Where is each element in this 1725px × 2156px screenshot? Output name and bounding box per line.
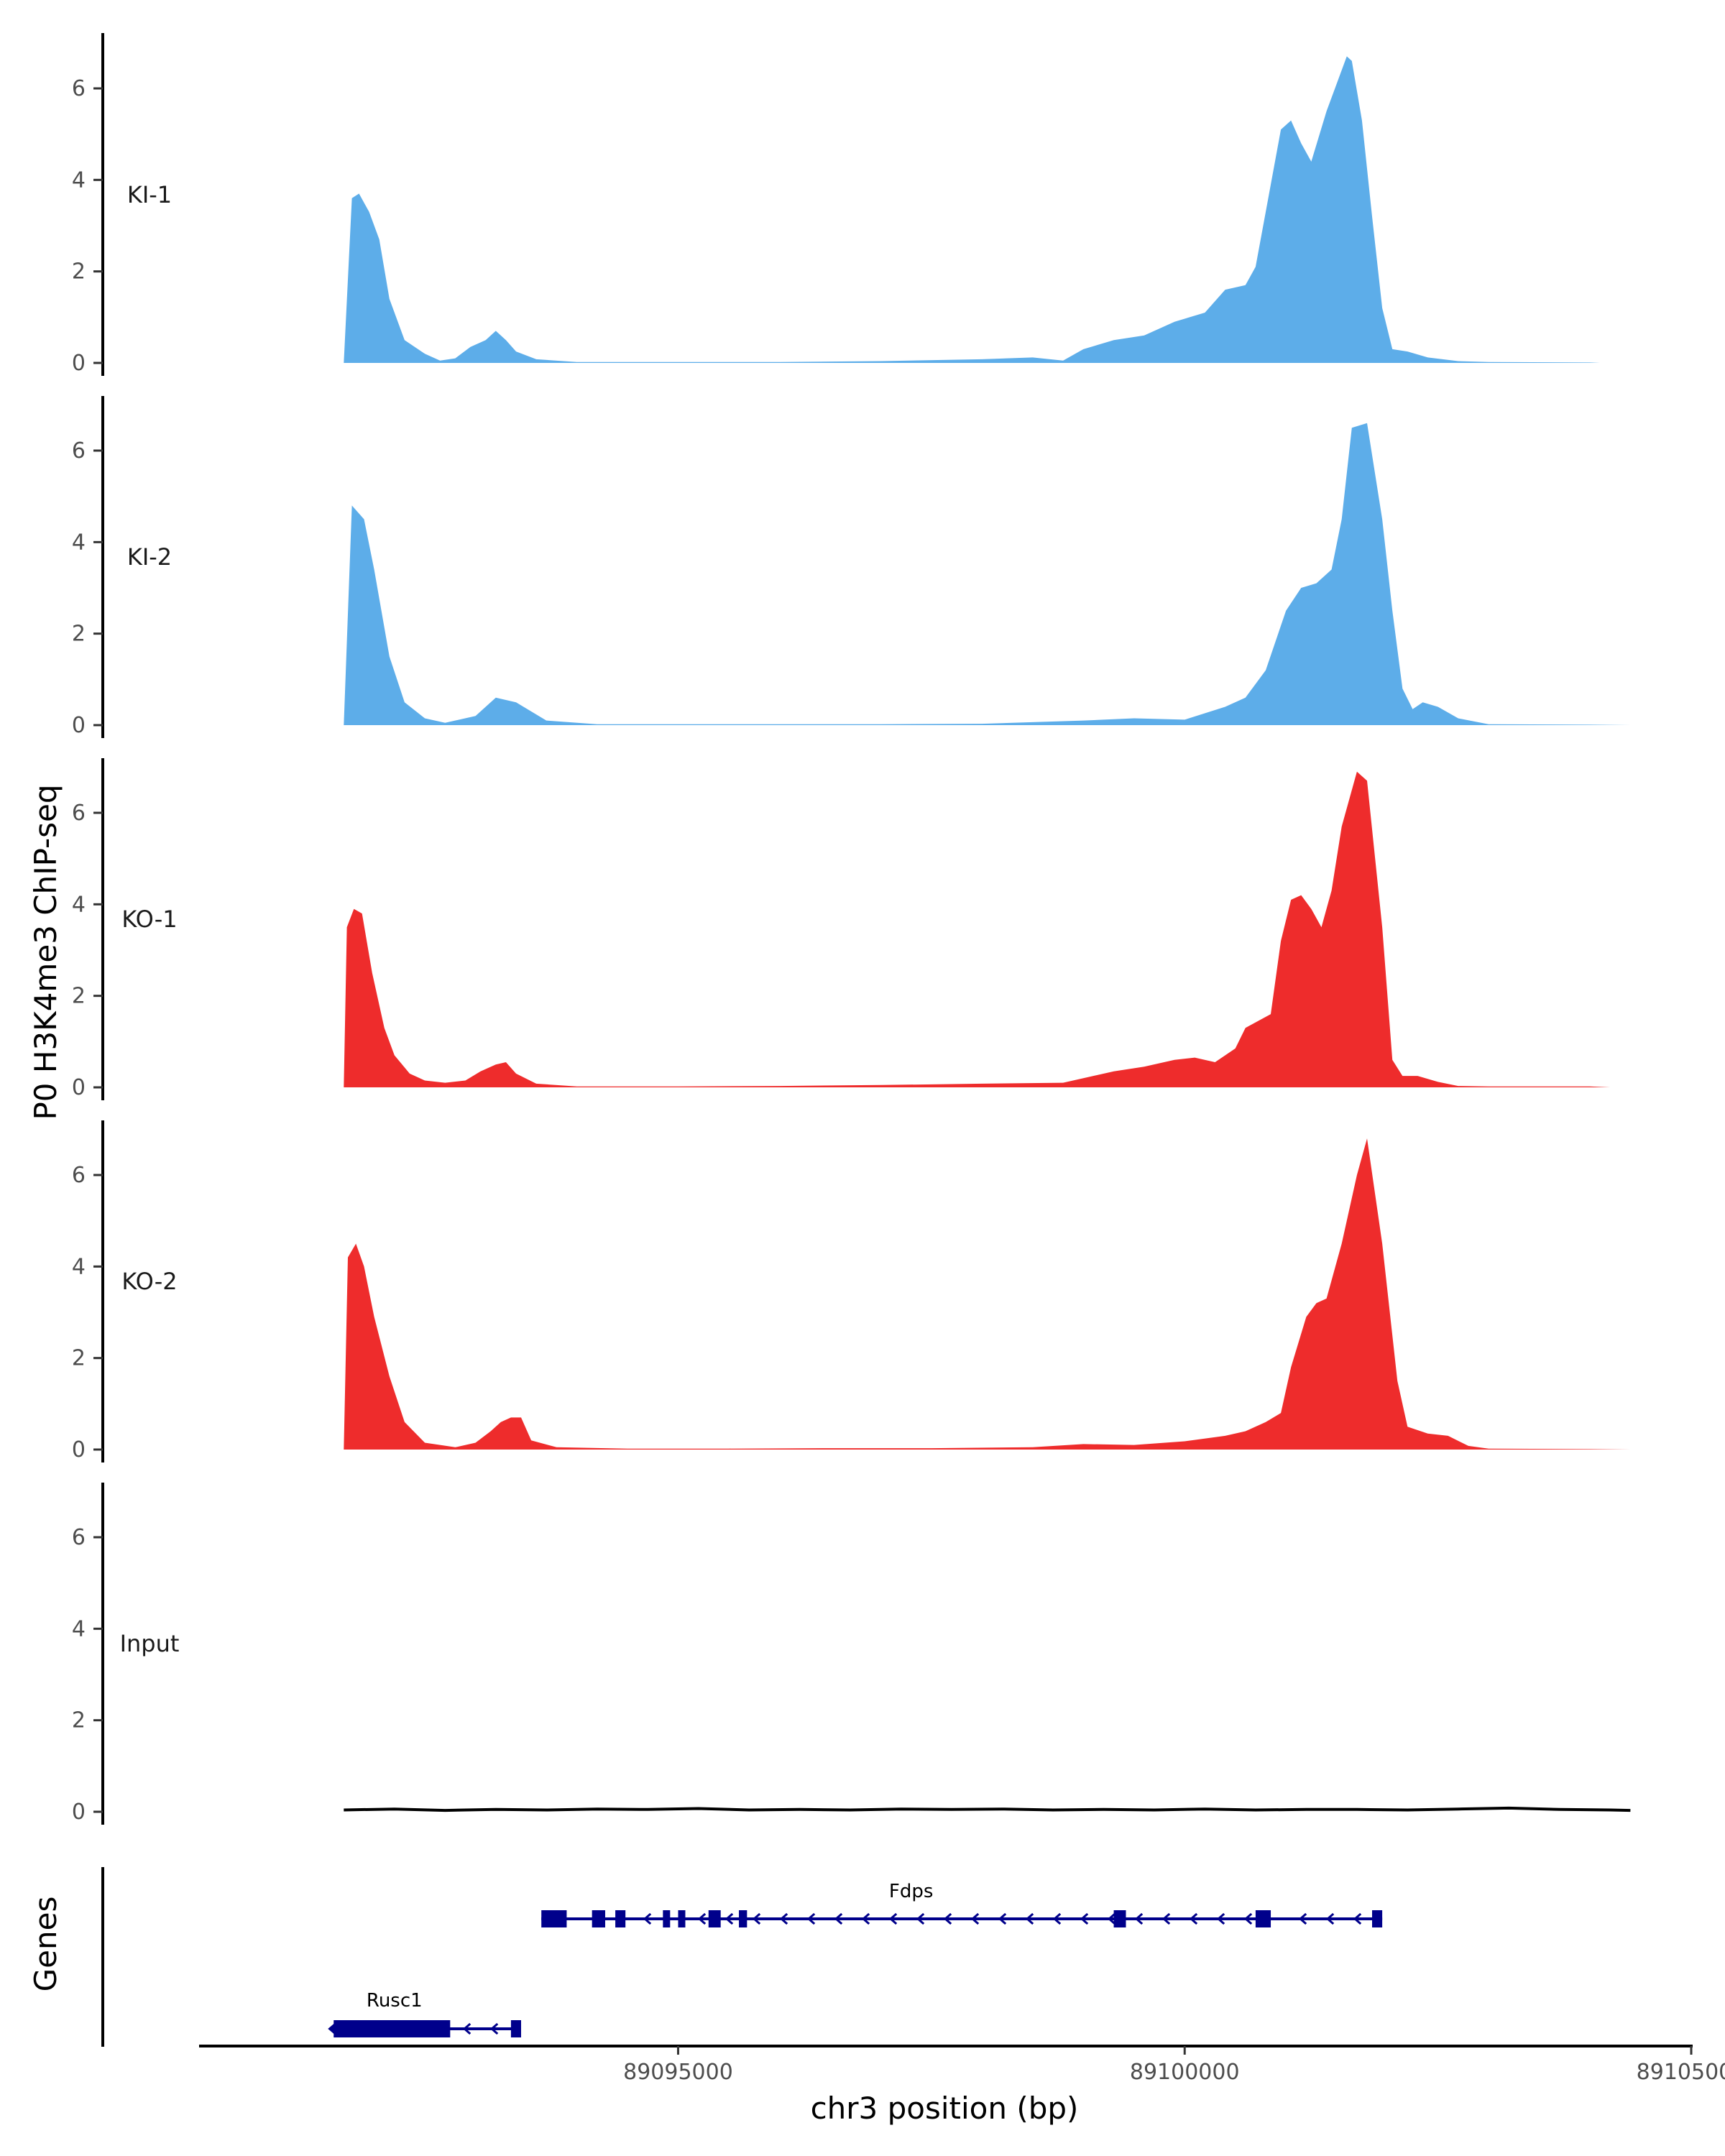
signal-area-ko-2	[344, 1138, 1631, 1450]
strand-arrow	[861, 1912, 870, 1925]
strand-arrow	[1025, 1912, 1034, 1925]
strand-arrow	[489, 2022, 499, 2035]
exon	[510, 2020, 521, 2037]
exon	[678, 1910, 686, 1927]
y-tick-label: 0	[72, 351, 86, 376]
y-tick-label: 6	[72, 1525, 86, 1550]
exon	[334, 2020, 451, 2037]
strand-arrow	[752, 1912, 761, 1925]
y-tick-label: 6	[72, 438, 86, 464]
strand-arrow	[1080, 1912, 1089, 1925]
track-input: 0 2 4 6 Input	[72, 1483, 1631, 1825]
track-label: Input	[120, 1630, 180, 1657]
y-tick-label: 2	[72, 1346, 86, 1371]
exon	[1255, 1910, 1271, 1927]
signal-line-input	[344, 1806, 1631, 1812]
strand-arrow	[943, 1912, 952, 1925]
y-tick-label: 2	[72, 259, 86, 285]
y-tick-label: 4	[72, 167, 86, 193]
exon	[592, 1910, 605, 1927]
exon	[615, 1910, 626, 1927]
y-tick-label: 6	[72, 1163, 86, 1188]
y-tick-label: 0	[72, 1800, 86, 1825]
signal-area-ki-1	[344, 56, 1601, 364]
y-tick-label: 2	[72, 984, 86, 1009]
track-ki-1: 0 2 4 6 KI-1	[72, 33, 1601, 376]
y-tick-label: 0	[72, 1437, 86, 1462]
track-label: KI-1	[127, 181, 172, 208]
y-axis-title: P0 H3K4me3 ChIP-seq	[28, 784, 63, 1120]
x-tick-label: 89095000	[623, 2060, 733, 2085]
x-axis-title: chr3 position (bp)	[811, 2091, 1079, 2126]
y-tick-label: 4	[72, 1616, 86, 1641]
exon	[663, 1910, 671, 1927]
track-ki-2: 0 2 4 6 KI-2	[72, 396, 1631, 738]
strand-arrow	[1189, 1912, 1198, 1925]
strand-arrow	[1052, 1912, 1062, 1925]
strand-arrow	[998, 1912, 1007, 1925]
gene-annotation-track: Fdps Rusc1	[101, 1867, 1383, 2047]
strand-arrow	[1162, 1912, 1171, 1925]
x-tick-label: 89105000	[1637, 2060, 1725, 2085]
y-tick-label: 2	[72, 622, 86, 647]
y-tick-label: 4	[72, 892, 86, 917]
y-tick-label: 6	[72, 76, 86, 101]
strand-arrow	[779, 1912, 788, 1925]
strand-arrow	[1216, 1912, 1225, 1925]
strand-arrow	[462, 2022, 472, 2035]
strand-arrow	[697, 1912, 707, 1925]
x-axis: 89095000 89100000 89105000	[199, 2045, 1725, 2085]
exon	[739, 1910, 748, 1927]
gene-fdps: Fdps	[541, 1881, 1383, 1927]
gene-rusc1: Rusc1	[328, 1990, 521, 2037]
track-ko-1: 0 2 4 6 KO-1	[72, 758, 1611, 1100]
strand-arrow	[1107, 1912, 1116, 1925]
strand-arrow	[970, 1912, 980, 1925]
y-tick-label: 4	[72, 1254, 86, 1279]
strand-arrow	[806, 1912, 816, 1925]
strand-arrow	[1353, 1912, 1362, 1925]
track-label: KO-2	[121, 1268, 177, 1295]
gene-start-arrow	[328, 2020, 339, 2037]
strand-arrow	[1134, 1912, 1144, 1925]
signal-area-ko-1	[344, 771, 1611, 1087]
y-tick-label: 6	[72, 801, 86, 826]
strand-arrow	[916, 1912, 925, 1925]
y-tick-label: 4	[72, 530, 86, 555]
y-tick-label: 0	[72, 1075, 86, 1100]
genes-axis-title: Genes	[28, 1897, 63, 1992]
strand-arrow	[1243, 1912, 1253, 1925]
strand-arrow	[834, 1912, 843, 1925]
x-tick-label: 89100000	[1130, 2060, 1240, 2085]
strand-arrow	[643, 1912, 652, 1925]
exon	[708, 1910, 721, 1927]
gene-label: Rusc1	[367, 1990, 423, 2012]
track-ko-2: 0 2 4 6 KO-2	[72, 1120, 1631, 1462]
y-tick-label: 2	[72, 1708, 86, 1733]
strand-arrow	[1298, 1912, 1307, 1925]
track-label: KI-2	[127, 543, 172, 571]
gene-label: Fdps	[889, 1881, 934, 1902]
signal-area-ki-2	[344, 423, 1631, 725]
strand-arrow	[724, 1912, 734, 1925]
y-tick-label: 0	[72, 713, 86, 738]
track-label: KO-1	[121, 906, 177, 933]
exon	[1372, 1910, 1383, 1927]
strand-arrow	[888, 1912, 898, 1925]
exon	[541, 1910, 567, 1927]
strand-arrow	[1325, 1912, 1335, 1925]
exon	[1113, 1910, 1126, 1927]
coverage-tracks: 0 2 4 6 KI-1 0 2 4 6 KI-2 0 2 4 6 KO-1 0 2 4 6 KO-2 0 2 4 6 Inpu…	[72, 33, 1631, 1825]
